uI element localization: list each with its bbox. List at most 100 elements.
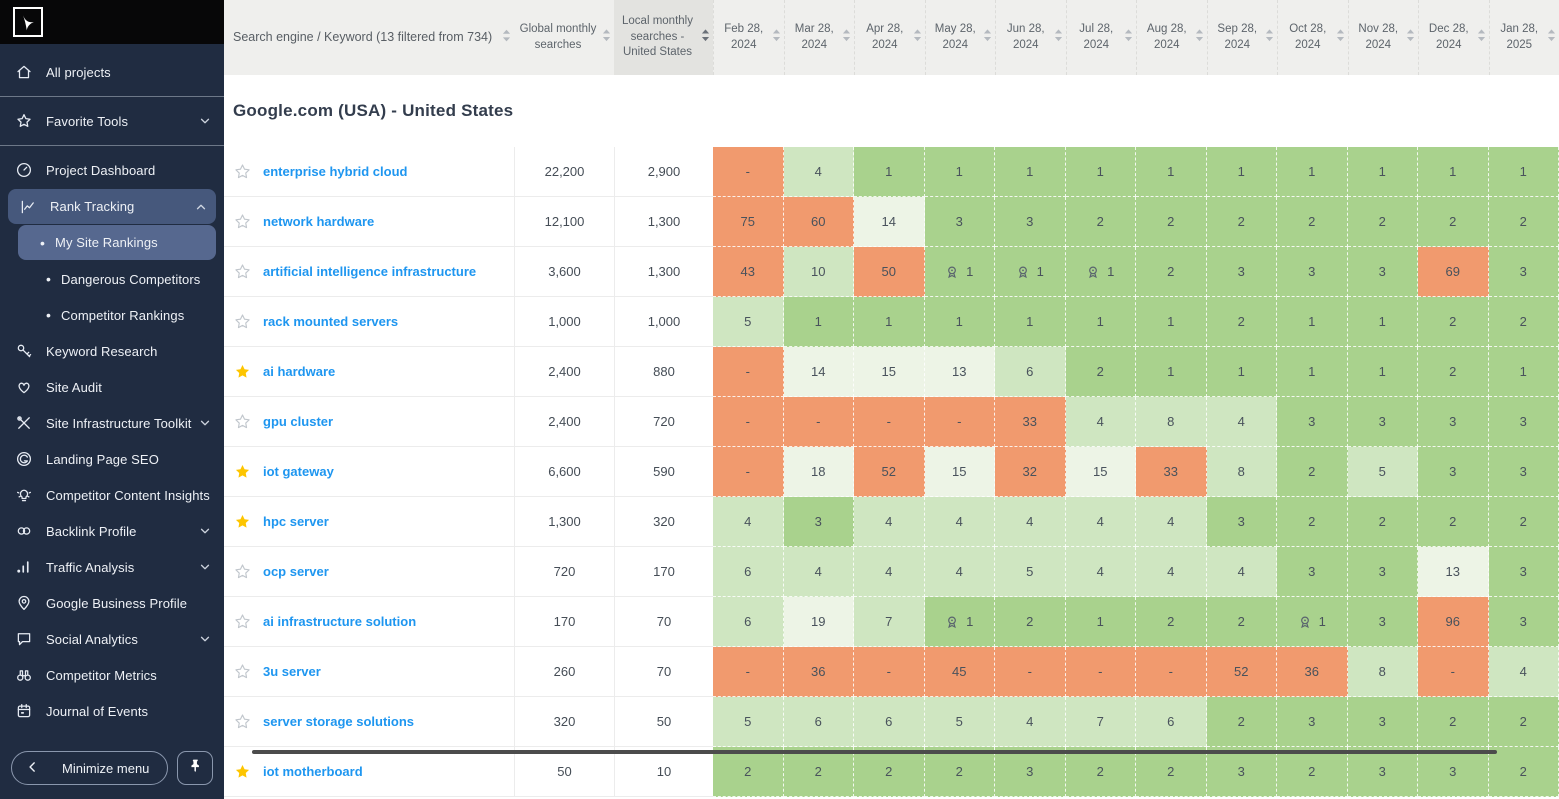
rank-cell[interactable]: 1 [1206, 347, 1277, 397]
sidebar-item-rank-tracking[interactable]: Rank Tracking [8, 189, 216, 224]
rank-cell[interactable]: 36 [783, 647, 854, 697]
column-header-keyword[interactable]: Search engine / Keyword (13 filtered fro… [224, 0, 514, 75]
sidebar-item-journal-of-events[interactable]: Journal of Events [0, 693, 224, 729]
column-header-month-7[interactable]: Sep 28, 2024 [1206, 0, 1278, 75]
rank-cell[interactable]: 1 [1347, 297, 1418, 347]
star-filled-icon[interactable] [234, 363, 251, 380]
rank-cell[interactable]: 3 [1206, 247, 1277, 297]
rank-cell[interactable]: 3 [1488, 597, 1559, 647]
rank-cell[interactable]: 2 [1206, 697, 1277, 747]
sidebar-item-my-site-rankings[interactable]: • My Site Rankings [18, 225, 216, 260]
rank-cell[interactable]: 13 [924, 347, 995, 397]
rank-cell[interactable]: 2 [1065, 197, 1136, 247]
rank-cell[interactable]: 1 [1065, 297, 1136, 347]
keyword-link[interactable]: rack mounted servers [263, 314, 399, 329]
rank-cell[interactable]: 1 [995, 147, 1066, 197]
sidebar-item-favorite-tools[interactable]: Favorite Tools [0, 103, 224, 139]
rank-cell[interactable]: 2 [1488, 197, 1559, 247]
star-outline-icon[interactable] [234, 413, 251, 430]
rank-cell[interactable]: 69 [1418, 247, 1489, 297]
keyword-link[interactable]: hpc server [263, 514, 329, 529]
keyword-link[interactable]: artificial intelligence infrastructure [263, 264, 477, 279]
rank-cell[interactable]: 50 [854, 247, 925, 297]
star-outline-icon[interactable] [234, 263, 251, 280]
rank-cell[interactable]: 7 [1065, 697, 1136, 747]
rank-cell[interactable]: 2 [1065, 747, 1136, 797]
rank-cell[interactable]: 4 [1065, 397, 1136, 447]
sort-icon[interactable] [1406, 28, 1415, 48]
rank-cell[interactable]: 96 [1418, 597, 1489, 647]
keyword-link[interactable]: ai infrastructure solution [263, 614, 417, 629]
rank-cell[interactable]: 3 [1277, 247, 1348, 297]
rank-cell[interactable]: 3 [1488, 547, 1559, 597]
rank-cell[interactable]: 1 [1065, 597, 1136, 647]
rank-cell[interactable]: 3 [1347, 747, 1418, 797]
rank-cell[interactable]: 6 [1136, 697, 1207, 747]
rank-cell[interactable]: 1 [924, 597, 995, 647]
star-filled-icon[interactable] [234, 463, 251, 480]
rank-cell[interactable]: 1 [854, 147, 925, 197]
rank-cell[interactable]: 2 [1418, 697, 1489, 747]
column-header-month-2[interactable]: Apr 28, 2024 [854, 0, 925, 75]
keyword-link[interactable]: iot gateway [263, 464, 334, 479]
rank-cell[interactable]: 2 [1488, 697, 1559, 747]
rank-cell[interactable]: 2 [1277, 197, 1348, 247]
rank-cell[interactable]: 4 [1206, 547, 1277, 597]
rank-cell[interactable]: 3 [1488, 247, 1559, 297]
rank-cell[interactable]: 2 [1206, 297, 1277, 347]
rank-cell[interactable]: 6 [713, 547, 784, 597]
column-header-global-searches[interactable]: Global monthly searches [514, 0, 614, 75]
keyword-link[interactable]: ai hardware [263, 364, 336, 379]
column-header-month-4[interactable]: Jun 28, 2024 [995, 0, 1066, 75]
rank-cell[interactable]: 2 [1488, 297, 1559, 347]
sort-icon[interactable] [983, 28, 992, 48]
sort-icon[interactable] [842, 28, 851, 48]
star-outline-icon[interactable] [234, 163, 251, 180]
rank-cell[interactable]: 3 [1277, 547, 1348, 597]
rank-cell[interactable]: 3 [1206, 747, 1277, 797]
rank-cell[interactable]: 4 [854, 497, 925, 547]
rank-cell[interactable]: 1 [995, 297, 1066, 347]
rank-cell[interactable]: 3 [995, 197, 1066, 247]
rank-cell[interactable]: 4 [1065, 547, 1136, 597]
column-header-month-5[interactable]: Jul 28, 2024 [1065, 0, 1137, 75]
rank-cell[interactable]: 2 [1136, 197, 1207, 247]
brand-logo-icon[interactable] [13, 7, 43, 37]
rank-cell[interactable]: 6 [713, 597, 784, 647]
sort-icon[interactable] [1265, 28, 1274, 48]
rank-cell[interactable]: 4 [1136, 547, 1207, 597]
rank-cell[interactable]: 4 [713, 497, 784, 547]
sidebar-item-all-projects[interactable]: All projects [0, 54, 224, 90]
sort-icon[interactable] [602, 28, 611, 48]
rank-cell[interactable]: 1 [995, 247, 1066, 297]
rank-cell[interactable]: 3 [995, 747, 1066, 797]
rank-cell[interactable]: 2 [854, 747, 925, 797]
rank-cell[interactable]: 43 [713, 247, 784, 297]
column-header-month-3[interactable]: May 28, 2024 [924, 0, 996, 75]
rank-cell[interactable]: 3 [1488, 447, 1559, 497]
rank-cell[interactable]: 15 [924, 447, 995, 497]
rank-cell[interactable]: 14 [854, 197, 925, 247]
rank-cell[interactable]: 14 [783, 347, 854, 397]
sidebar-item-backlink-profile[interactable]: Backlink Profile [0, 513, 224, 549]
column-header-month-0[interactable]: Feb 28, 2024 [713, 0, 784, 75]
rank-cell[interactable]: 3 [1277, 697, 1348, 747]
rank-cell[interactable]: 2 [924, 747, 995, 797]
sort-icon[interactable] [1336, 28, 1345, 48]
rank-cell[interactable]: 4 [1136, 497, 1207, 547]
column-header-month-6[interactable]: Aug 28, 2024 [1136, 0, 1207, 75]
rank-cell[interactable]: 2 [783, 747, 854, 797]
rank-cell[interactable]: 75 [713, 197, 784, 247]
rank-cell[interactable]: 5 [995, 547, 1066, 597]
sort-icon[interactable] [913, 28, 922, 48]
sidebar-item-site-audit[interactable]: Site Audit [0, 369, 224, 405]
rank-cell[interactable]: 1 [1277, 597, 1348, 647]
sidebar-item-competitor-rankings[interactable]: • Competitor Rankings [0, 297, 224, 333]
rank-cell[interactable]: 1 [1277, 147, 1348, 197]
rank-cell[interactable]: 2 [1136, 247, 1207, 297]
rank-cell[interactable]: 1 [1136, 147, 1207, 197]
rank-cell[interactable]: 4 [995, 697, 1066, 747]
sidebar-item-competitor-metrics[interactable]: Competitor Metrics [0, 657, 224, 693]
rank-cell[interactable]: 2 [1347, 497, 1418, 547]
sidebar-item-competitor-content-insights[interactable]: Competitor Content Insights [0, 477, 224, 513]
